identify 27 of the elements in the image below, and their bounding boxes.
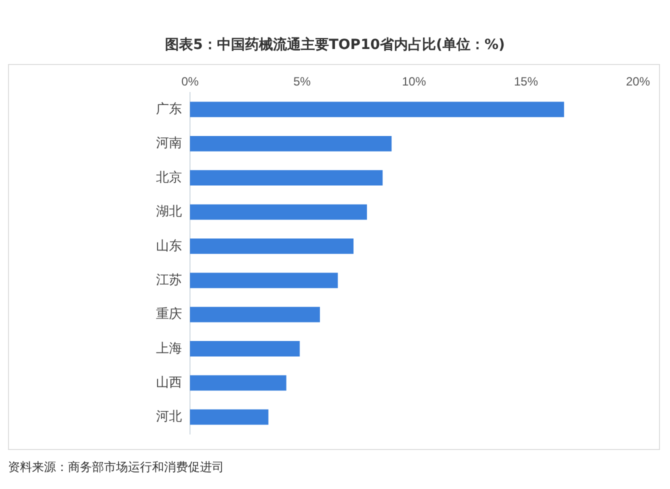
x-tick-label: 5% [293, 74, 311, 89]
chart-title: 图表5：中国药械流通主要TOP10省内占比(单位：%) [164, 36, 506, 54]
y-tick-label: 河北 [156, 408, 182, 424]
bar [190, 272, 338, 288]
x-tick-label: 15% [514, 74, 538, 89]
y-tick-label: 湖北 [156, 204, 182, 219]
y-tick-label: 上海 [156, 340, 182, 356]
bar [190, 409, 268, 425]
y-tick-label: 北京 [156, 169, 182, 184]
bar [190, 170, 383, 186]
y-tick-label: 重庆 [156, 306, 182, 322]
text: 资料来源：商务部市场运行和消费促进司 [8, 459, 224, 476]
bar [190, 204, 367, 220]
bar [190, 102, 564, 118]
bar [190, 341, 300, 356]
x-tick-label: 0% [181, 74, 199, 89]
bar [190, 238, 354, 254]
y-tick-label: 广东 [156, 101, 182, 116]
y-tick-label: 山东 [156, 238, 182, 253]
bar [190, 375, 286, 391]
x-tick-label: 20% [626, 74, 650, 89]
y-tick-label: 河南 [156, 135, 182, 150]
bar [190, 136, 392, 152]
bar [190, 306, 320, 322]
x-tick-label: 10% [402, 74, 426, 89]
y-tick-label: 江苏 [156, 272, 182, 287]
y-tick-label: 山西 [156, 374, 182, 390]
